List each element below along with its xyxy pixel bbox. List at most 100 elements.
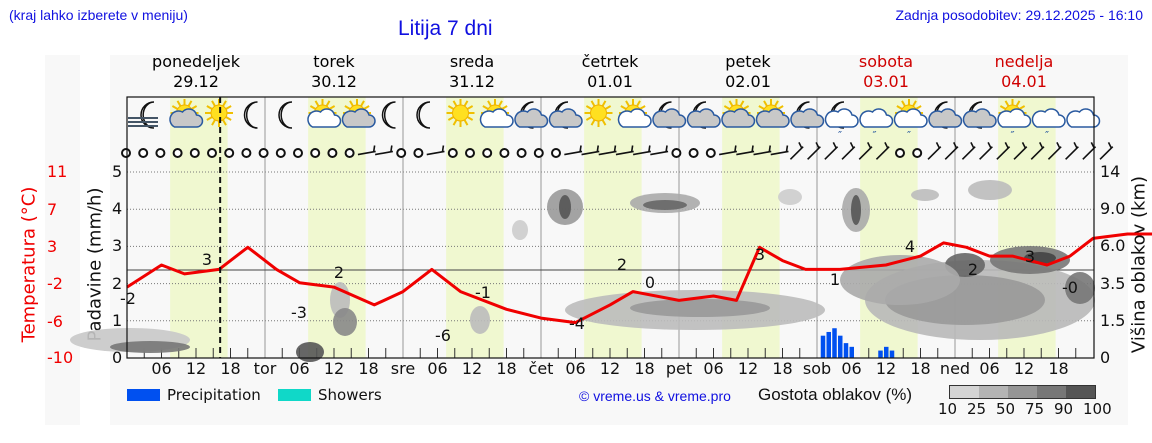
precip-tick: 3 (112, 236, 123, 256)
sun-small-cloud-icon (479, 99, 514, 128)
sun-icon (584, 99, 613, 127)
sun-cloud-rain-icon: ″ (997, 99, 1032, 142)
day-name: torek (313, 52, 355, 71)
calm-wind-icon (344, 148, 355, 158)
wind-barb-icon (426, 145, 445, 156)
x-tick: ned (939, 359, 971, 378)
x-tick: 06 (565, 359, 586, 378)
x-tick: 12 (461, 359, 483, 378)
temp-point-label: 1 (830, 270, 840, 289)
cloud-height-tick: 0 (1100, 348, 1111, 367)
calm-wind-icon (155, 148, 166, 158)
calm-wind-icon (396, 148, 407, 158)
calm-wind-icon (482, 148, 493, 158)
cloud-rain-icon: ″ (859, 108, 894, 142)
wind-barb-icon (770, 145, 789, 156)
sun-small-cloud-icon (307, 99, 342, 128)
region-hint[interactable]: (kraj lahko izberete v meniju) (9, 7, 188, 23)
calm-wind-icon (499, 148, 510, 158)
x-tick: 12 (1013, 359, 1035, 378)
moon-cloud-icon (928, 101, 963, 129)
wind-barb-icon (1030, 142, 1045, 160)
day-name: sreda (449, 52, 495, 71)
x-tick: 06 (151, 359, 172, 378)
moon-cloud-rain-icon: ″ (824, 101, 859, 142)
calm-wind-icon (121, 148, 131, 158)
cloud-density-tick: 100 (1083, 400, 1112, 418)
wind-barb-icon (357, 145, 376, 156)
calm-wind-icon (533, 148, 544, 158)
wind-barb-icon (961, 142, 976, 160)
day-date: 03.01 (863, 72, 909, 91)
cloud-height-tick: 14 (1100, 162, 1121, 181)
cloud-density-tick: 25 (967, 400, 987, 418)
cloud-height-tick: 3.5 (1100, 273, 1126, 293)
page-title: Litija 7 dni (398, 17, 493, 40)
last-update: Zadnja posodobitev: 29.12.2025 - 16:10 (895, 7, 1143, 23)
temp-point-label: -0 (1062, 278, 1078, 297)
cloud-height-tick: 9.0 (1100, 199, 1126, 219)
cloud-density-tick: 90 (1054, 400, 1074, 418)
x-tick: 06 (841, 359, 862, 378)
cloud-density-title: Gostota oblakov (%) (758, 385, 913, 404)
sun-cloud-rain-icon: ″ (893, 99, 928, 142)
wind-barb-icon (581, 145, 600, 156)
sun-small-cloud-icon (617, 99, 652, 128)
day-date: 30.12 (311, 72, 357, 91)
precip-tick: 5 (112, 162, 123, 181)
temp-point-label: -2 (120, 289, 136, 308)
x-tick: 06 (979, 359, 1000, 378)
x-tick: 18 (1048, 359, 1069, 378)
temp-point-label: -3 (291, 303, 307, 322)
temp-tick: -2 (47, 274, 63, 293)
wind-barb-icon (927, 142, 942, 160)
wind-barb-icon (564, 145, 583, 156)
sun-icon (446, 99, 475, 127)
day-date: 29.12 (173, 72, 219, 91)
moon-cloud-icon (652, 101, 687, 129)
x-tick: 18 (772, 359, 793, 378)
calm-wind-icon (207, 148, 217, 158)
cloud-height-tick: 6.0 (1100, 236, 1126, 256)
wind-barb-icon (1065, 142, 1079, 160)
temp-point-label: -4 (569, 314, 585, 333)
wind-barb-icon (598, 145, 617, 156)
copyright-link[interactable]: © vreme.us & vreme.pro (579, 388, 731, 404)
day-date: 04.01 (1001, 72, 1047, 91)
x-tick: 18 (220, 359, 241, 378)
x-tick: 18 (496, 359, 517, 378)
moon-cloud-icon (686, 101, 721, 129)
calm-wind-icon (138, 148, 149, 158)
showers-legend-label: Showers (318, 386, 382, 404)
x-tick: 12 (737, 359, 759, 378)
sun-cloud-icon (755, 99, 790, 128)
calm-wind-icon (413, 148, 424, 158)
calm-wind-icon (310, 148, 321, 158)
temp-tick: -6 (47, 312, 63, 331)
weather-icons-row: ″ ″ ″ ″ ″ (128, 99, 1101, 142)
temp-point-label: 4 (905, 237, 915, 256)
moon-cloud-icon (790, 101, 825, 129)
wind-barbs-row (121, 142, 1114, 160)
x-tick: 12 (875, 359, 897, 378)
calm-wind-icon (258, 148, 269, 158)
x-tick: 06 (427, 359, 448, 378)
x-tick: 06 (289, 359, 310, 378)
cloud-icon (1066, 108, 1101, 128)
temp-point-label: 3 (755, 245, 765, 264)
x-tick: čet (528, 359, 554, 378)
day-name: ponedeljek (152, 52, 240, 71)
temp-tick: -10 (47, 348, 74, 367)
x-tick: sre (390, 359, 416, 378)
calm-wind-icon (275, 148, 286, 158)
day-name: sobota (858, 52, 914, 71)
day-date: 02.01 (725, 72, 771, 91)
temp-point-label: 2 (334, 263, 344, 282)
x-tick: 12 (599, 359, 621, 378)
wind-barb-icon (374, 145, 394, 156)
temp-point-label: 0 (645, 273, 655, 292)
precip-tick: 1 (112, 310, 123, 330)
precip-tick: 0 (112, 348, 123, 367)
svg-text:″: ″ (872, 129, 876, 142)
precip-tick: 4 (112, 199, 123, 219)
